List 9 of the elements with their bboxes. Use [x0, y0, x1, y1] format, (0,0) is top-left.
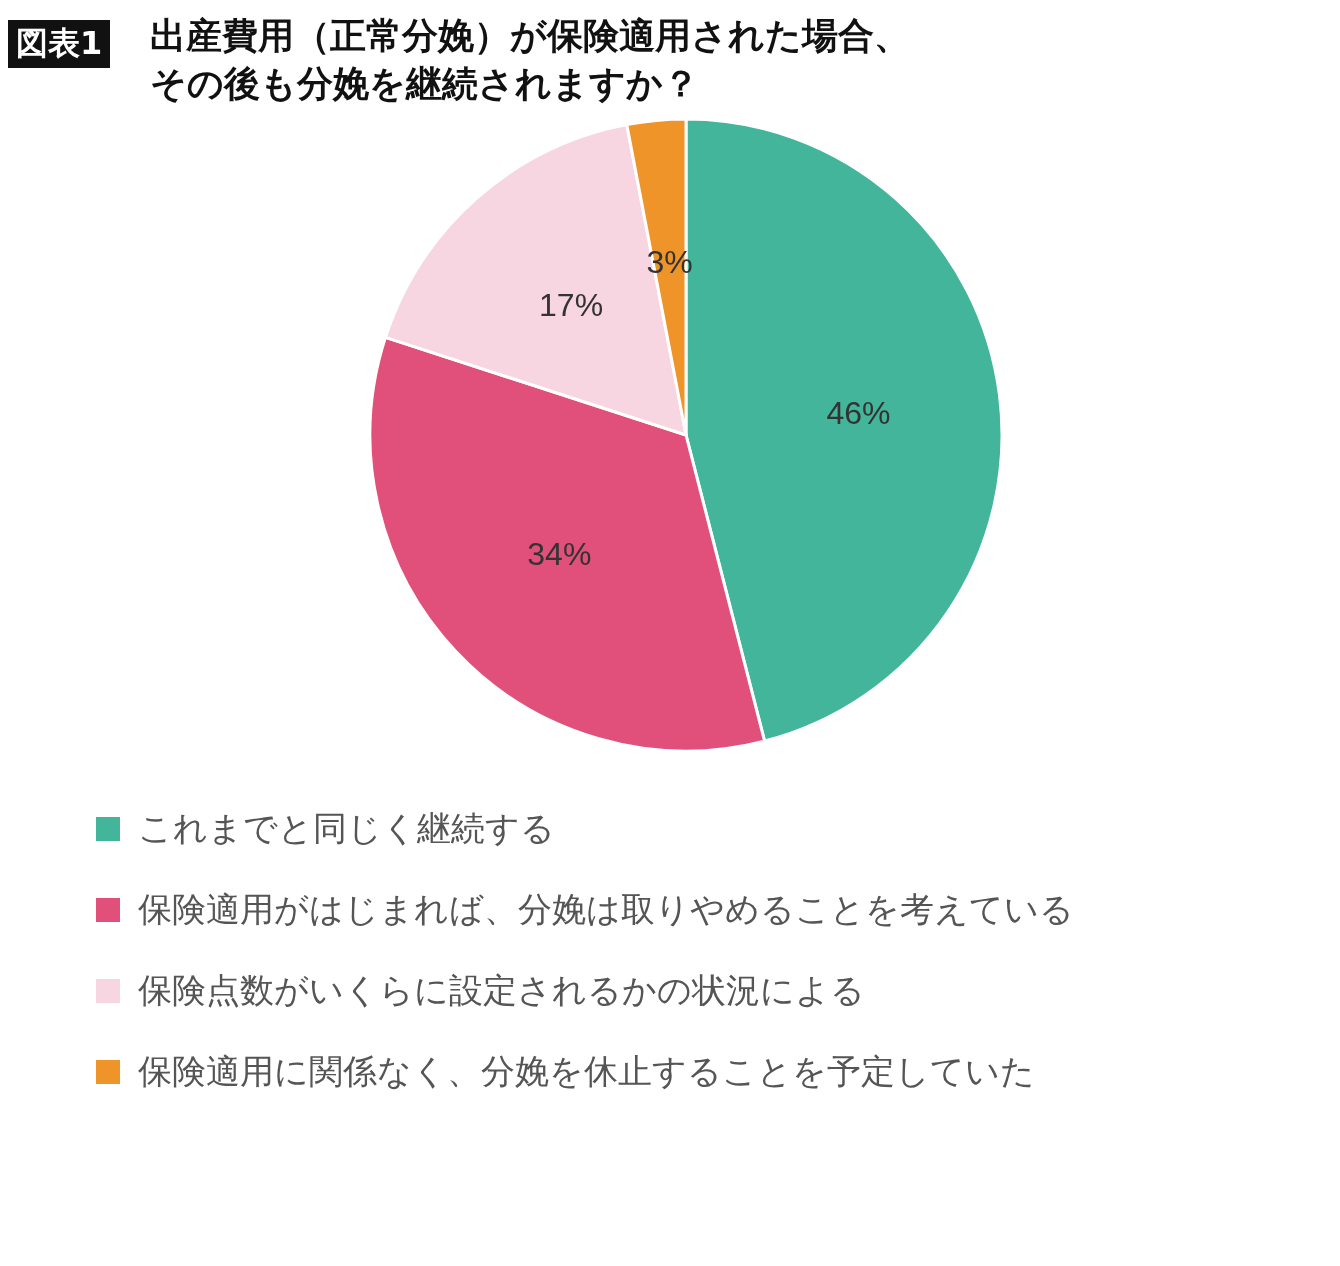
legend-label: 保険点数がいくらに設定されるかの状況による — [138, 968, 865, 1012]
text: 図表1 — [8, 20, 111, 68]
data-label: 46% — [826, 395, 891, 432]
legend-label: これまでと同じく継続する — [138, 806, 555, 850]
legend-label: 保険適用に関係なく、分娩を休止することを予定していた — [138, 1049, 1035, 1093]
data-label: 17% — [539, 286, 604, 323]
data-label: 34% — [527, 535, 592, 572]
chart-title: 出産費用（正常分娩）が保険適用された場合、その後も分娩を継続されますか？ — [150, 14, 911, 106]
legend-label: 保険適用がはじまれば、分娩は取りやめることを考えている — [138, 887, 1074, 931]
